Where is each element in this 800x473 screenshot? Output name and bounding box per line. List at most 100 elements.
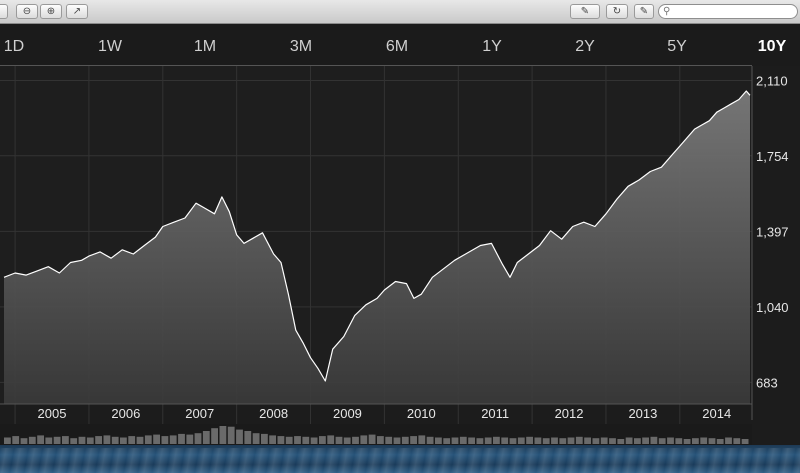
volume-bar [261, 433, 268, 444]
search-input[interactable]: ⚲ [658, 4, 798, 19]
volume-bar [584, 437, 591, 444]
volume-bar [418, 435, 426, 444]
x-tick-label: 2012 [555, 406, 584, 421]
volume-bar [360, 435, 368, 444]
share-icon[interactable]: ↗ [66, 4, 88, 19]
volume-bar [368, 434, 376, 444]
volume-bar [534, 437, 542, 444]
volume-bar [269, 435, 276, 444]
zoom-out-icon[interactable]: ⊖ [16, 4, 38, 19]
volume-bar [12, 436, 20, 444]
volume-bar [741, 439, 749, 444]
volume-bar [277, 436, 285, 444]
volume-bar [401, 436, 409, 444]
x-tick-label: 2009 [333, 406, 362, 421]
volume-bar [493, 436, 500, 444]
volume-bar [526, 436, 533, 444]
volume-bar [551, 437, 558, 444]
volume-bar [501, 437, 509, 444]
range-tab-1m[interactable]: 1M [193, 38, 217, 55]
y-tick-labels: 2,110 1,754 1,397 1,040 683 [756, 73, 789, 390]
volume-bar [609, 438, 616, 444]
volume-bar [227, 426, 235, 444]
x-tick-label: 2006 [111, 406, 140, 421]
volume-bar [310, 437, 318, 444]
volume-bar [219, 426, 227, 444]
volume-bar [136, 436, 144, 444]
volume-bar [634, 438, 641, 444]
range-tab-2y[interactable]: 2Y [575, 38, 595, 55]
range-tab-1y[interactable]: 1Y [482, 38, 502, 55]
y-tick-label: 1,754 [756, 149, 789, 164]
volume-bar [592, 438, 600, 444]
volume-bar [95, 436, 102, 444]
volume-bar [451, 437, 459, 444]
volume-bar [542, 438, 550, 444]
volume-bar [144, 435, 152, 444]
x-tick-label: 2005 [38, 406, 67, 421]
volume-bar [37, 435, 44, 444]
volume-bar [468, 437, 475, 444]
edit-icon[interactable]: ✎ [634, 4, 654, 19]
zoom-in-icon[interactable]: ⊕ [40, 4, 62, 19]
volume-bar [178, 433, 185, 444]
volume-bar [667, 437, 674, 444]
range-tab-10y[interactable]: 10Y [757, 38, 787, 55]
x-tick-label: 2010 [407, 406, 436, 421]
volume-bar [45, 437, 53, 444]
volume-bar [393, 437, 401, 444]
price-area [4, 91, 750, 404]
x-tick-label: 2014 [702, 406, 731, 421]
volume-bar [244, 431, 252, 444]
volume-bar [194, 433, 202, 444]
volume-bar [120, 437, 127, 444]
volume-bar [575, 436, 583, 444]
volume-bar [352, 436, 359, 444]
range-tab-5y[interactable]: 5Y [667, 38, 687, 55]
volume-bar [285, 436, 293, 444]
volume-bar [708, 438, 716, 444]
volume-bar [559, 438, 567, 444]
volume-bar [302, 436, 310, 444]
volume-bar [509, 438, 517, 444]
volume-bar [700, 437, 708, 444]
sidebar-toggle-button[interactable] [0, 4, 8, 19]
volume-bar [4, 437, 11, 444]
x-tick-label: 2011 [481, 406, 509, 421]
price-line [3, 90, 751, 382]
volume-bar [476, 438, 484, 444]
volume-bar [410, 436, 417, 444]
volume-bar [103, 435, 111, 444]
volume-bar [716, 439, 724, 444]
volume-bar [128, 436, 136, 444]
volume-bar [459, 436, 467, 444]
range-tab-1w[interactable]: 1W [98, 38, 122, 55]
volume-bar [161, 436, 169, 444]
volume-bar [252, 433, 260, 444]
volume-bar [683, 439, 691, 444]
volume-bar [725, 437, 732, 444]
window-toolbar: ⊖ ⊕ ↗ ✎ ↻ ✎ ⚲ [0, 0, 800, 24]
x-tick-label: 2008 [259, 406, 288, 421]
volume-bar [658, 438, 666, 444]
volume-bar [335, 436, 343, 444]
volume-bar [600, 437, 608, 444]
volume-bar [435, 437, 442, 444]
range-tab-6m[interactable]: 6M [385, 38, 409, 55]
volume-bar [733, 438, 741, 444]
y-tick-label: 2,110 [756, 73, 788, 88]
range-separator [0, 65, 752, 66]
rotate-icon[interactable]: ↻ [606, 4, 628, 19]
volume-bar [20, 438, 28, 444]
volume-bars [4, 426, 749, 444]
volume-bar [692, 438, 699, 444]
volume-bar [294, 436, 301, 444]
y-tick-label: 683 [756, 375, 778, 390]
range-tab-1d[interactable]: 1D [3, 38, 25, 55]
range-tab-3m[interactable]: 3M [289, 38, 313, 55]
markup-pen-icon[interactable]: ✎ [570, 4, 600, 19]
volume-bar [211, 428, 218, 444]
volume-bar [642, 437, 649, 444]
volume-bar [236, 429, 243, 444]
